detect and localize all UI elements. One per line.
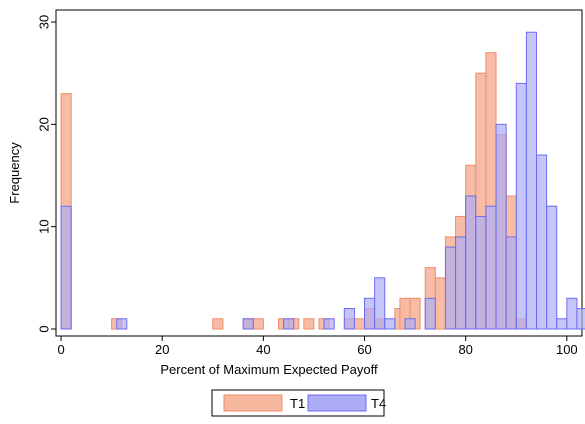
bar-t4 (374, 277, 386, 330)
y-axis-label: Frequency (7, 142, 22, 204)
bar-t4 (525, 31, 537, 330)
bar-t4 (404, 318, 416, 330)
bar-t4 (60, 205, 72, 330)
bars-layer (60, 31, 585, 330)
x-tick-label: 60 (357, 342, 371, 357)
x-tick-label: 80 (458, 342, 472, 357)
x-tick-label: 0 (57, 342, 64, 357)
bar-t4 (546, 205, 558, 330)
x-tick-label: 100 (556, 342, 578, 357)
legend-label-t4: T4 (371, 396, 386, 411)
bar-t1 (252, 318, 264, 330)
bar-t4 (465, 195, 477, 330)
y-tick-label: 0 (37, 325, 52, 332)
y-tick-label: 20 (37, 117, 52, 131)
bar-t4 (515, 82, 527, 330)
bar-t4 (364, 297, 376, 330)
bar-t4 (475, 215, 487, 330)
bar-t4 (485, 205, 497, 330)
bar-t4 (535, 154, 548, 330)
bar-t4 (323, 318, 335, 330)
bar-t1 (353, 318, 366, 330)
bar-t4 (384, 318, 396, 330)
bar-t4 (444, 246, 457, 330)
legend-swatch-t1 (223, 394, 283, 412)
bar-t4 (116, 318, 128, 330)
legend: T1 T4 (211, 389, 386, 417)
bar-t1 (434, 277, 446, 330)
bar-t1 (303, 318, 315, 330)
bar-t4 (242, 318, 254, 330)
x-axis-label: Percent of Maximum Expected Payoff (160, 362, 378, 377)
y-tick-label: 10 (37, 219, 52, 233)
legend-swatch-t4 (307, 394, 367, 412)
bar-t4 (424, 297, 436, 330)
legend-label-t1: T1 (290, 396, 305, 411)
x-tick-label: 40 (256, 342, 270, 357)
bar-t4 (566, 297, 578, 330)
bar-t4 (576, 308, 585, 330)
bar-t4 (343, 308, 355, 330)
bar-t4 (283, 318, 295, 330)
bar-t4 (505, 236, 517, 330)
bar-t4 (455, 236, 467, 330)
x-tick-label: 20 (155, 342, 169, 357)
bar-t1 (212, 318, 224, 330)
bar-t4 (556, 318, 568, 330)
bar-t4 (495, 123, 507, 330)
y-tick-label: 30 (37, 15, 52, 29)
axes-layer: 0 20 40 60 80 100 0 10 20 30 (37, 15, 578, 357)
